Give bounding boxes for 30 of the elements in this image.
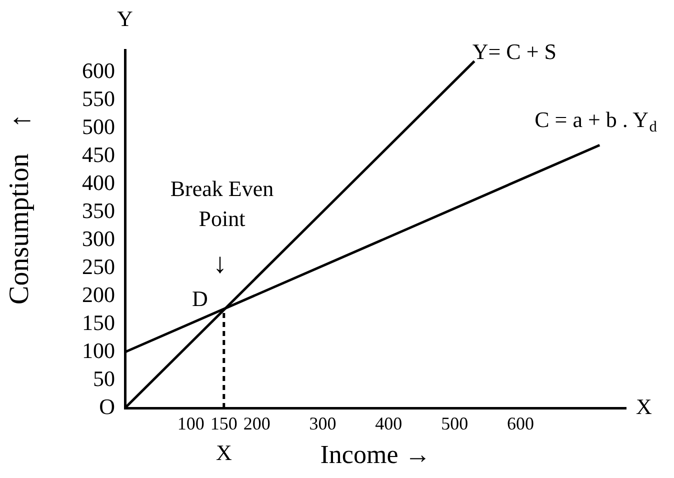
- series-label: Y= C + S: [472, 38, 557, 64]
- text: X: [636, 394, 652, 419]
- y-tick-label: 600: [82, 58, 115, 84]
- x-tick-label: 600: [507, 414, 534, 434]
- annotation: D: [192, 286, 208, 311]
- text: Y: [117, 6, 134, 31]
- y-tick-label: 50: [93, 366, 115, 391]
- y-tick-label: 500: [82, 114, 115, 140]
- y-tick-label: 100: [82, 338, 115, 363]
- y-tick-label: 200: [82, 282, 115, 307]
- y-tick-label: 550: [82, 86, 115, 112]
- annotation: ↓: [213, 248, 227, 280]
- text: ←: [8, 101, 36, 132]
- y-tick-label: 400: [82, 170, 115, 196]
- y-tick-label: 350: [82, 198, 115, 223]
- x-axis-title: Income →: [320, 440, 431, 470]
- text: X: [216, 440, 232, 465]
- x-tick-label: 400: [375, 414, 402, 434]
- annotation: Break Even Point: [170, 176, 274, 231]
- y-tick-label: 150: [82, 310, 115, 335]
- y-tick-label: O: [99, 394, 115, 419]
- x-tick-label: 500: [441, 414, 468, 434]
- y-tick-label: 300: [82, 226, 115, 251]
- y-tick-label: 450: [82, 142, 115, 168]
- x-tick-label: 200: [243, 414, 270, 434]
- x-tick-label: 100: [177, 414, 204, 434]
- y-tick-label: 250: [82, 254, 115, 279]
- y-axis-title: Consumption: [4, 154, 36, 304]
- x-tick-label: 300: [309, 414, 336, 434]
- x-tick-label: 150: [210, 414, 238, 434]
